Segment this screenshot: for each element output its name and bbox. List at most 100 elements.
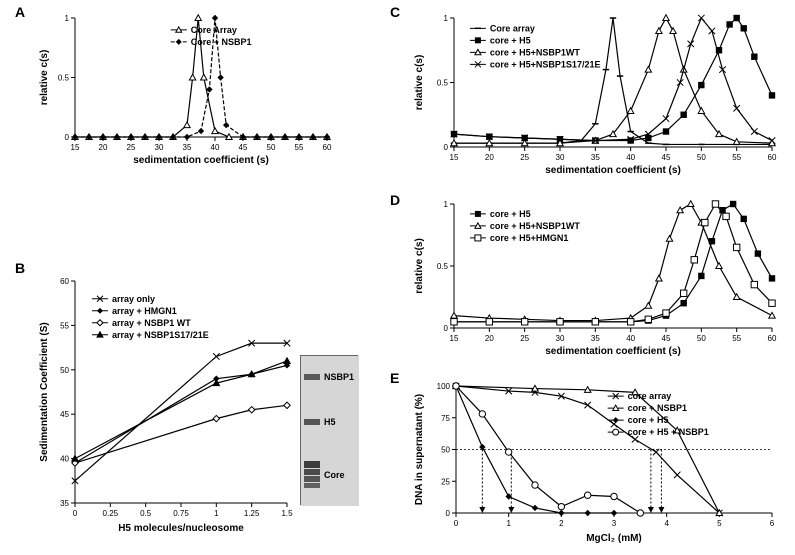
svg-text:0: 0 (446, 509, 451, 518)
svg-text:core + H5+NSBP1S17/21E: core + H5+NSBP1S17/21E (490, 59, 601, 69)
svg-text:0.5: 0.5 (437, 79, 449, 88)
svg-text:6: 6 (770, 519, 775, 528)
svg-text:array + HMGN1: array + HMGN1 (112, 306, 177, 316)
svg-text:1: 1 (444, 14, 449, 23)
svg-text:core + H5: core + H5 (490, 209, 531, 219)
svg-text:0.5: 0.5 (140, 509, 152, 518)
svg-text:0.25: 0.25 (103, 509, 119, 518)
svg-text:1: 1 (506, 519, 511, 528)
svg-text:15: 15 (71, 143, 80, 152)
svg-text:4: 4 (664, 519, 669, 528)
panel-c-chart: 1520253035404550556000.51sedimentation c… (410, 12, 780, 177)
svg-text:25: 25 (520, 334, 529, 343)
svg-text:45: 45 (662, 334, 671, 343)
svg-text:0.5: 0.5 (58, 74, 70, 83)
svg-text:array only: array only (112, 294, 155, 304)
svg-text:sedimentation coefficient (s): sedimentation coefficient (s) (545, 165, 681, 176)
svg-text:0: 0 (444, 143, 449, 152)
svg-text:50: 50 (60, 366, 69, 375)
svg-text:55: 55 (732, 334, 741, 343)
svg-text:sedimentation coefficient (s): sedimentation coefficient (s) (545, 346, 681, 357)
svg-text:25: 25 (441, 477, 450, 486)
svg-text:2: 2 (559, 519, 564, 528)
svg-text:20: 20 (485, 334, 494, 343)
svg-text:Sedimentation Coefficient (S): Sedimentation Coefficient (S) (39, 322, 50, 461)
svg-text:60: 60 (768, 334, 777, 343)
svg-text:relative c(s): relative c(s) (414, 238, 425, 294)
svg-text:40: 40 (211, 143, 220, 152)
svg-text:35: 35 (591, 153, 600, 162)
svg-text:45: 45 (239, 143, 248, 152)
svg-text:40: 40 (60, 455, 69, 464)
svg-text:0: 0 (65, 133, 70, 142)
svg-text:25: 25 (127, 143, 136, 152)
svg-text:0.75: 0.75 (173, 509, 189, 518)
svg-text:25: 25 (520, 153, 529, 162)
inset-label-core: Core (324, 470, 345, 480)
svg-text:60: 60 (60, 277, 69, 286)
svg-text:50: 50 (697, 153, 706, 162)
panel-a-chart: 15 20 25 30 35 40 45 50 55 60 0 0.5 1 sedimentation c… (35, 12, 335, 167)
svg-text:H5 molecules/nucleosome: H5 molecules/nucleosome (118, 523, 244, 534)
svg-text:45: 45 (662, 153, 671, 162)
svg-text:50: 50 (697, 334, 706, 343)
panel-label-e: E (390, 370, 399, 386)
svg-text:sedimentation coefficient (s): sedimentation coefficient (s) (133, 155, 269, 166)
panel-e-chart: 0 1 2 3 4 5 6 0 25 50 75 100 MgCl₂ (mM) DNA in supern… (410, 380, 780, 545)
svg-text:0.5: 0.5 (437, 262, 449, 271)
svg-text:1: 1 (444, 200, 449, 209)
svg-text:Core Array: Core Array (191, 25, 237, 35)
svg-text:DNA in supernatant (%): DNA in supernatant (%) (414, 394, 425, 505)
svg-text:relative c(s): relative c(s) (39, 50, 50, 106)
svg-text:100: 100 (437, 382, 451, 391)
panel-label-a: A (15, 4, 25, 20)
svg-text:core + H5: core + H5 (490, 35, 531, 45)
panel-b-chart: 00.250.50.7511.251.5354045505560H5 molec… (35, 275, 295, 535)
svg-text:15: 15 (450, 334, 459, 343)
panel-label-c: C (390, 4, 400, 20)
svg-text:35: 35 (591, 334, 600, 343)
svg-text:20: 20 (485, 153, 494, 162)
svg-text:40: 40 (626, 153, 635, 162)
svg-text:15: 15 (450, 153, 459, 162)
svg-text:55: 55 (295, 143, 304, 152)
svg-text:50: 50 (267, 143, 276, 152)
svg-text:35: 35 (60, 499, 69, 508)
svg-text:Core array: Core array (490, 23, 535, 33)
svg-text:0: 0 (444, 324, 449, 333)
svg-text:1.25: 1.25 (244, 509, 260, 518)
svg-text:core + NSBP1: core + NSBP1 (628, 403, 687, 413)
svg-text:3: 3 (612, 519, 617, 528)
svg-text:MgCl₂ (mM): MgCl₂ (mM) (586, 533, 642, 544)
svg-text:relative c(s): relative c(s) (414, 55, 425, 111)
svg-text:1: 1 (65, 14, 70, 23)
panel-b-inset: NSBP1 H5 Core (300, 355, 358, 505)
panel-d-chart: 15 20 25 30 35 40 45 50 55 60 0 0.5 1 sedimentation c… (410, 198, 780, 358)
svg-text:35: 35 (183, 143, 192, 152)
svg-text:core + H5+HMGN1: core + H5+HMGN1 (490, 233, 569, 243)
svg-text:1.5: 1.5 (281, 509, 293, 518)
inset-label-h5: H5 (324, 417, 336, 427)
svg-text:core + H5 + NSBP1: core + H5 + NSBP1 (628, 427, 709, 437)
svg-text:5: 5 (717, 519, 722, 528)
svg-text:75: 75 (441, 414, 450, 423)
panel-label-d: D (390, 192, 400, 208)
svg-text:core + H5+NSBP1WT: core + H5+NSBP1WT (490, 47, 581, 57)
svg-text:1: 1 (214, 509, 219, 518)
svg-text:20: 20 (99, 143, 108, 152)
svg-text:30: 30 (556, 153, 565, 162)
svg-text:array + NSBP1 WT: array + NSBP1 WT (112, 318, 191, 328)
svg-text:30: 30 (155, 143, 164, 152)
svg-text:40: 40 (626, 334, 635, 343)
svg-text:core + H5+NSBP1WT: core + H5+NSBP1WT (490, 221, 581, 231)
svg-text:55: 55 (732, 153, 741, 162)
svg-text:core array: core array (628, 391, 672, 401)
panel-label-b: B (15, 260, 25, 276)
svg-text:30: 30 (556, 334, 565, 343)
svg-text:55: 55 (60, 321, 69, 330)
inset-label-nsbp1: NSBP1 (324, 372, 354, 382)
svg-text:60: 60 (323, 143, 332, 152)
svg-text:50: 50 (441, 446, 450, 455)
svg-text:Core + NSBP1: Core + NSBP1 (191, 37, 252, 47)
svg-text:0: 0 (454, 519, 459, 528)
